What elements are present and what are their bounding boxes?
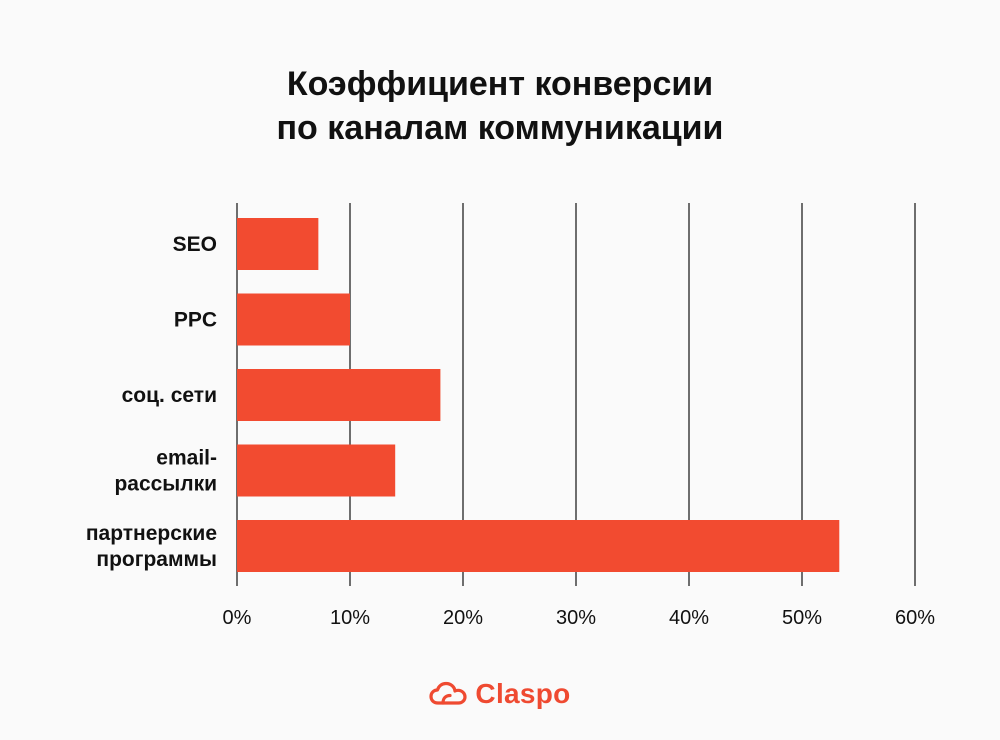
x-tick-label: 60% — [895, 607, 935, 629]
x-tick-label: 50% — [782, 607, 822, 629]
category-label: email- — [156, 447, 217, 470]
category-label: рассылки — [114, 473, 217, 496]
bar — [237, 520, 840, 572]
category-label: программы — [96, 548, 217, 571]
bar — [237, 293, 350, 346]
brand-logo: Claspo — [0, 678, 1000, 710]
category-label: соц. сети — [122, 384, 217, 407]
bar — [237, 218, 319, 270]
bar — [237, 369, 441, 421]
brand-name: Claspo — [475, 678, 571, 709]
bar — [237, 444, 396, 497]
category-labels: SEO PPC соц. сети email-рассылки партнерские… — [86, 233, 217, 571]
chart-title-line-1: Коэффициент конверсии — [286, 65, 714, 103]
chart-title: Коэффициент конверсии по каналам коммуни… — [0, 62, 1000, 150]
chart-title-line-2: по каналам коммуникации — [276, 109, 724, 147]
x-tick-label: 10% — [330, 607, 370, 629]
cloud-icon — [429, 681, 468, 705]
tick-labels: 0% 10% 20% 30% 40% 50% 60% — [223, 607, 936, 629]
x-tick-label: 20% — [443, 607, 483, 629]
x-tick-label: 0% — [223, 607, 252, 629]
category-label: SEO — [173, 233, 217, 256]
bar-chart: SEO PPC соц. сети email-рассылки партнерские… — [86, 203, 936, 629]
category-label: PPC — [174, 309, 217, 332]
bars — [237, 218, 840, 572]
x-tick-label: 40% — [669, 607, 709, 629]
category-label: партнерские — [86, 522, 217, 545]
x-tick-label: 30% — [556, 607, 596, 629]
